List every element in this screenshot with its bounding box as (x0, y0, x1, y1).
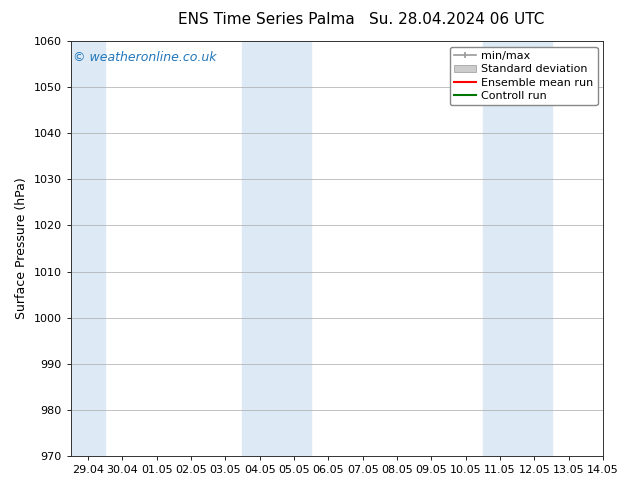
Bar (242, 41, 311, 456)
Text: ENS Time Series Palma: ENS Time Series Palma (178, 12, 354, 27)
Y-axis label: Surface Pressure (hPa): Surface Pressure (hPa) (15, 178, 28, 319)
Text: Su. 28.04.2024 06 UTC: Su. 28.04.2024 06 UTC (369, 12, 544, 27)
Text: © weatheronline.co.uk: © weatheronline.co.uk (74, 51, 217, 64)
Legend: min/max, Standard deviation, Ensemble mean run, Controll run: min/max, Standard deviation, Ensemble me… (450, 47, 598, 105)
Bar (483, 41, 552, 456)
Bar (71, 41, 105, 456)
